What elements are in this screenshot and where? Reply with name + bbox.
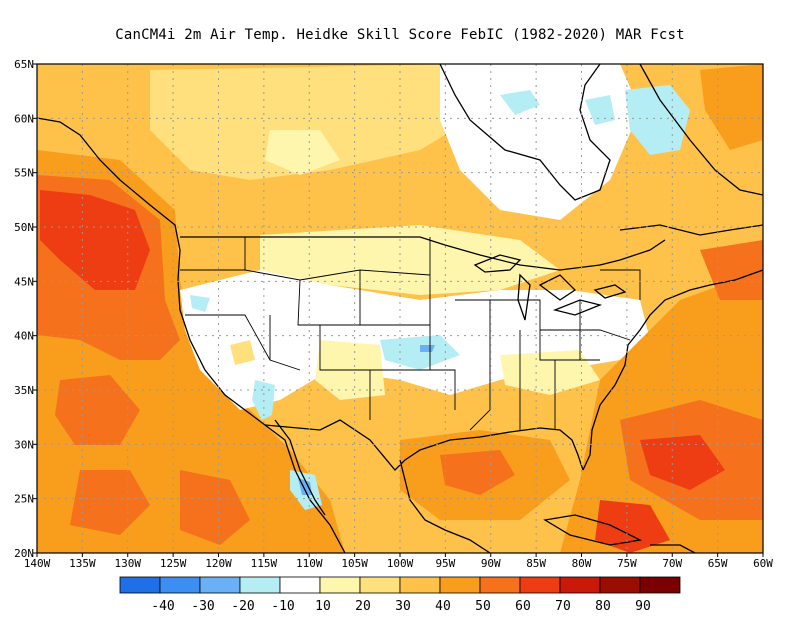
colorbar-swatch <box>119 576 161 594</box>
colorbar-swatch <box>479 576 521 594</box>
lat-tick-label: 55N <box>14 167 34 180</box>
lat-tick-label: 20N <box>14 547 34 560</box>
lat-tick-label: 25N <box>14 493 34 506</box>
lat-tick-label: 35N <box>14 384 34 397</box>
colorbar-label: -30 <box>191 599 214 614</box>
colorbar-label: 70 <box>555 599 571 614</box>
lon-tick-label: 95W <box>435 557 455 570</box>
colorbar-label: -10 <box>271 599 294 614</box>
colorbar-swatch <box>439 576 481 594</box>
lon-tick-label: 140W <box>24 557 51 570</box>
colorbar-swatch <box>239 576 281 594</box>
lat-tick-label: 45N <box>14 275 34 288</box>
colorbar-label: 60 <box>515 599 531 614</box>
lon-tick-label: 105W <box>341 557 368 570</box>
colorbar-label: 50 <box>475 599 491 614</box>
lat-tick-label: 50N <box>14 221 34 234</box>
colorbar-label: 10 <box>315 599 331 614</box>
colorbar: -40 -30 -20 -10 10 20 30 40 50 60 70 80 90 <box>119 576 681 614</box>
state-borders <box>180 237 641 431</box>
lon-tick-label: 125W <box>160 557 187 570</box>
coastlines-borders <box>37 64 763 553</box>
lon-tick-label: 120W <box>205 557 232 570</box>
colorbar-label: -40 <box>151 599 174 614</box>
heidke-skill-field <box>37 64 763 553</box>
lat-tick-label: 65N <box>14 58 34 71</box>
lat-tick-label: 40N <box>14 330 34 343</box>
map-title: CanCM4i 2m Air Temp. Heidke Skill Score … <box>115 27 685 43</box>
lon-tick-label: 110W <box>296 557 323 570</box>
colorbar-label: -20 <box>231 599 254 614</box>
latitude-ticks: 65N 60N 55N 50N 45N 40N 35N 30N 25N 20N <box>14 58 37 560</box>
colorbar-swatch <box>359 576 401 594</box>
lon-tick-label: 70W <box>662 557 682 570</box>
colorbar-label: 30 <box>395 599 411 614</box>
lon-tick-label: 60W <box>753 557 773 570</box>
lon-tick-label: 75W <box>617 557 637 570</box>
colorbar-swatch <box>559 576 601 594</box>
colorbar-swatch <box>199 576 241 594</box>
lon-tick-label: 85W <box>526 557 546 570</box>
colorbar-label: 20 <box>355 599 371 614</box>
colorbar-swatch <box>599 576 641 594</box>
lon-tick-label: 100W <box>387 557 414 570</box>
colorbar-label: 40 <box>435 599 451 614</box>
lat-tick-label: 30N <box>14 438 34 451</box>
lon-tick-label: 65W <box>708 557 728 570</box>
lon-tick-label: 135W <box>69 557 96 570</box>
lon-tick-label: 115W <box>251 557 278 570</box>
colorbar-swatch <box>319 576 361 594</box>
colorbar-swatch <box>639 576 681 594</box>
colorbar-label: 90 <box>635 599 651 614</box>
lon-tick-label: 90W <box>481 557 501 570</box>
colorbar-swatch <box>279 576 321 594</box>
longitude-ticks: 140W 135W 130W 125W 120W 115W 110W 105W 100W 95W 9… <box>24 553 773 570</box>
lon-tick-label: 80W <box>572 557 592 570</box>
colorbar-swatch <box>399 576 441 594</box>
lat-lon-grid <box>37 64 763 553</box>
colorbar-label: 80 <box>595 599 611 614</box>
lon-tick-label: 130W <box>115 557 142 570</box>
colorbar-swatch <box>519 576 561 594</box>
lat-tick-label: 60N <box>14 112 34 125</box>
colorbar-swatch <box>159 576 201 594</box>
